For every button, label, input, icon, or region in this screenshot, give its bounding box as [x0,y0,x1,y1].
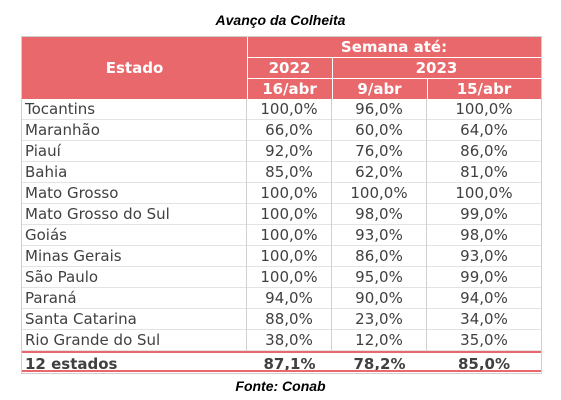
header-estado: Estado [105,59,164,77]
row-value-9abr: 76,0% [332,141,427,162]
table-row: Rio Grande do Sul 38,0% 12,0% 35,0% [22,330,541,351]
table-row: Maranhão 66,0% 60,0% 64,0% [22,120,541,141]
row-estado: Goiás [22,225,247,246]
header-divider [247,57,541,58]
row-estado: Mato Grosso [22,183,247,204]
total-row: 12 estados 87,1% 78,2% 85,0% [22,353,541,375]
row-value-16abr: 100,0% [247,267,332,288]
row-value-9abr: 96,0% [332,99,427,120]
row-value-15abr: 93,0% [460,247,508,265]
row-value-15abr: 94,0% [460,289,508,307]
header-divider [247,78,541,79]
row-estado: Rio Grande do Sul [22,330,247,351]
total-estado: 12 estados [25,355,118,373]
header-divider [247,37,248,99]
row-value-9abr: 60,0% [332,120,427,141]
row-value-9abr: 23,0% [332,309,427,330]
table-row: Bahia 85,0% 62,0% 81,0% [22,162,541,183]
table-row: São Paulo 100,0% 95,0% 99,0% [22,267,541,288]
row-value-15abr: 100,0% [455,100,513,118]
row-value-9abr: 98,0% [332,204,427,225]
row-value-16abr: 100,0% [247,204,332,225]
header-year-2023: 2023 [415,58,458,77]
row-value-9abr: 100,0% [332,183,427,204]
row-value-16abr: 100,0% [247,225,332,246]
harvest-table: Estado Semana até: 2022 2023 16/abr 9/ab… [21,36,542,374]
total-value-16abr: 87,1% [263,355,316,373]
row-estado: Bahia [22,162,247,183]
table-row: Minas Gerais 100,0% 86,0% 93,0% [22,246,541,267]
row-value-15abr: 100,0% [455,184,513,202]
row-estado: Maranhão [22,120,247,141]
row-value-16abr: 92,0% [247,141,332,162]
header-col-16abr: 16/abr [262,79,317,98]
table-row: Piauí 92,0% 76,0% 86,0% [22,141,541,162]
header-year-2022: 2022 [268,58,311,77]
row-estado: Santa Catarina [22,309,247,330]
row-value-9abr: 95,0% [332,267,427,288]
total-value-9abr: 78,2% [353,355,406,373]
row-value-16abr: 38,0% [247,330,332,351]
table-row: Santa Catarina 88,0% 23,0% 34,0% [22,309,541,330]
row-value-16abr: 66,0% [247,120,332,141]
row-value-15abr: 98,0% [460,226,508,244]
row-value-15abr: 99,0% [460,205,508,223]
row-value-16abr: 100,0% [247,183,332,204]
row-value-16abr: 85,0% [247,162,332,183]
table-title: Avanço da Colheita [215,12,346,28]
row-value-15abr: 81,0% [460,163,508,181]
header-semana: Semana até: [340,38,448,56]
row-estado: São Paulo [22,267,247,288]
row-value-15abr: 99,0% [460,268,508,286]
table-row: Mato Grosso 100,0% 100,0% 100,0% [22,183,541,204]
row-value-9abr: 62,0% [332,162,427,183]
row-value-16abr: 88,0% [247,309,332,330]
row-estado: Tocantins [22,99,247,120]
header-col-15abr: 15/abr [456,79,512,98]
row-estado: Mato Grosso do Sul [22,204,247,225]
row-value-16abr: 100,0% [247,99,332,120]
row-value-15abr: 86,0% [460,142,508,160]
row-value-9abr: 86,0% [332,246,427,267]
table-row: Goiás 100,0% 93,0% 98,0% [22,225,541,246]
row-value-15abr: 64,0% [460,121,508,139]
row-value-9abr: 12,0% [332,330,427,351]
table-row: Paraná 94,0% 90,0% 94,0% [22,288,541,309]
table-source: Fonte: Conab [235,378,326,394]
row-estado: Paraná [22,288,247,309]
header-divider [427,78,428,99]
bottom-border [22,370,541,372]
row-value-15abr: 34,0% [460,310,508,328]
total-value-15abr: 85,0% [457,355,511,373]
table-row: Tocantins 100,0% 96,0% 100,0% [22,99,541,120]
row-value-16abr: 100,0% [247,246,332,267]
row-value-9abr: 90,0% [332,288,427,309]
table-header: Estado Semana até: 2022 2023 16/abr 9/ab… [22,37,541,99]
row-estado: Piauí [22,141,247,162]
header-col-9abr: 9/abr [357,79,402,98]
row-estado: Minas Gerais [22,246,247,267]
table-row: Mato Grosso do Sul 100,0% 98,0% 99,0% [22,204,541,225]
row-value-9abr: 93,0% [332,225,427,246]
row-value-16abr: 94,0% [247,288,332,309]
row-value-15abr: 35,0% [460,331,508,349]
total-separator [22,351,541,353]
